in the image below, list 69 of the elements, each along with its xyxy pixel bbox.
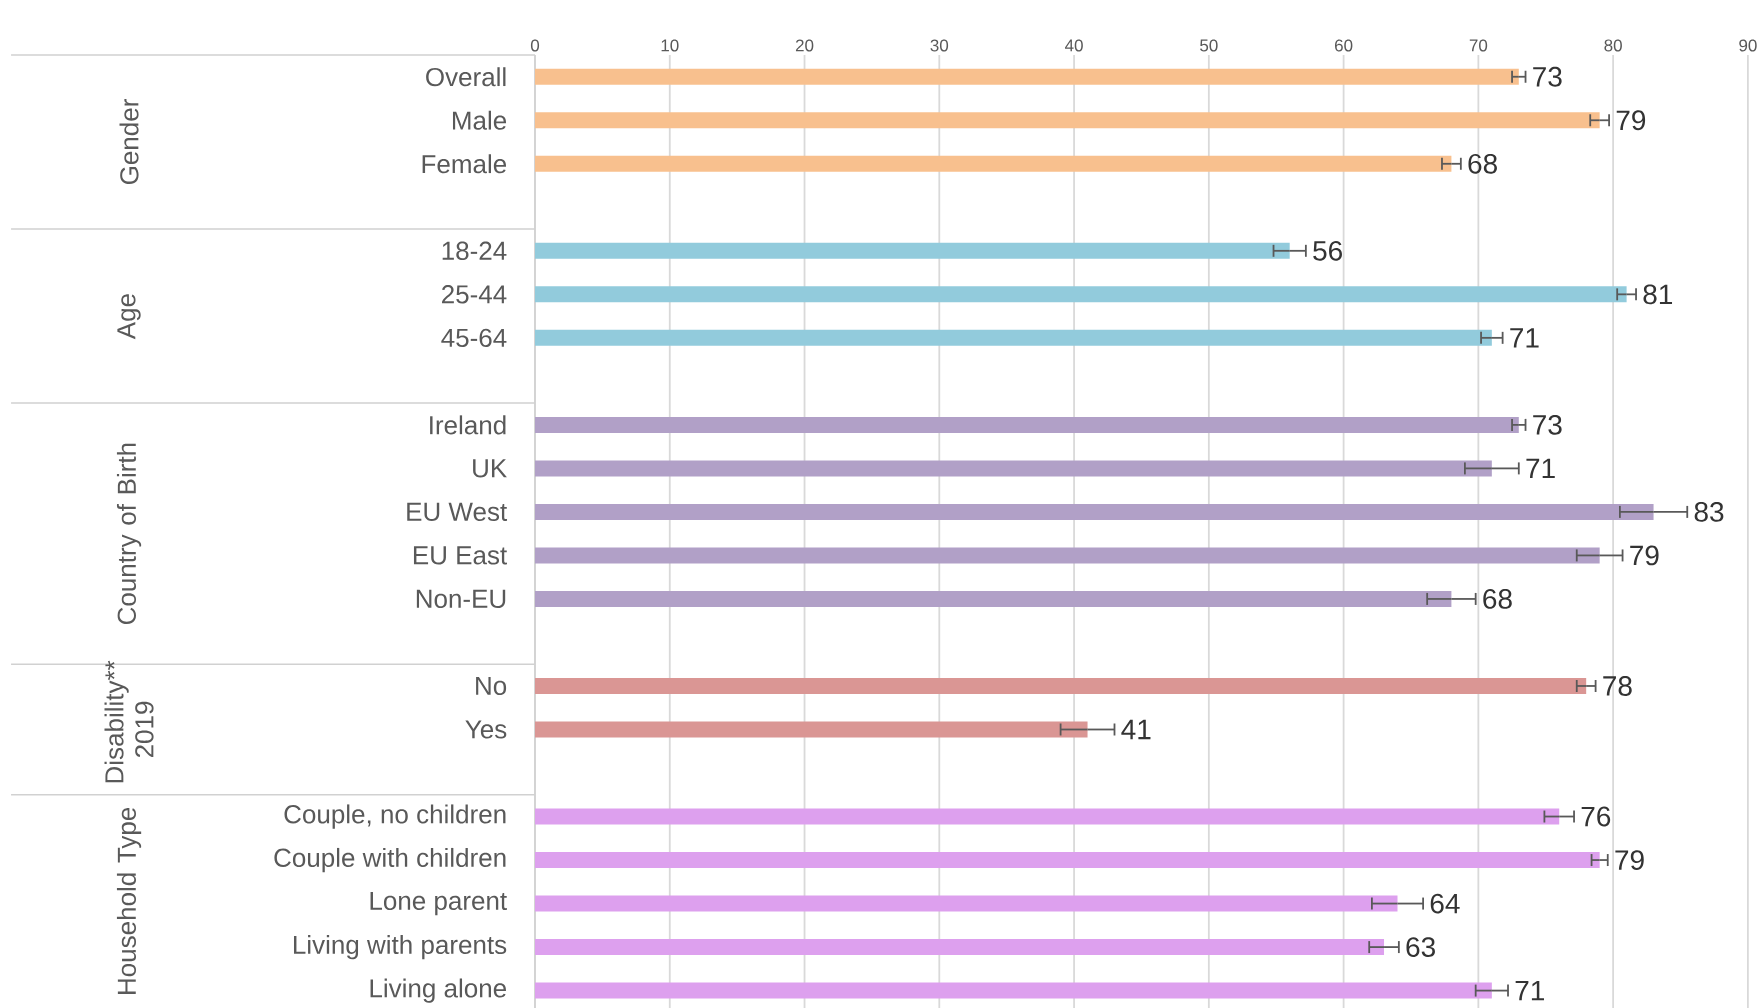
data-label: 71 [1515,980,1544,1001]
data-label: 79 [1615,850,1644,870]
bar [535,68,1519,85]
y-tick-label: Living with parents [294,934,507,960]
y-tick-label: Couple, no children [284,804,506,829]
bar [535,112,1600,129]
bar [535,808,1560,825]
x-tick-label: 40 [1065,39,1083,52]
bar [535,677,1587,694]
data-label: 56 [1313,240,1342,261]
y-tick-label: No [476,676,507,696]
y-tick-label: Living alone [370,978,506,1003]
y-tick-label: EU West [407,502,508,521]
y-tick-label: Male [452,110,507,130]
x-tick-label: 90 [1739,39,1757,52]
bar [535,590,1452,607]
bar [535,242,1290,259]
bar [535,852,1600,869]
x-tick-label: 70 [1469,39,1488,52]
x-tick-label: 80 [1604,39,1622,52]
y-tick-label: 45-64 [441,328,507,348]
bar [535,982,1492,999]
text: Country of Birth [116,443,142,625]
y-tick-label: Lone parent [370,891,507,916]
bar [535,460,1492,477]
text: Household Type [116,807,142,994]
x-tick-label: 60 [1335,39,1353,52]
y-tick-label: Ireland [430,415,506,435]
data-label: 73 [1533,414,1562,435]
data-label: 73 [1533,66,1562,87]
y-tick-label: Female [422,154,507,174]
x-tick-label: 50 [1200,39,1218,52]
data-label: 81 [1643,284,1673,305]
data-label: 71 [1510,328,1539,348]
text: Disability** 2019 [104,660,154,783]
data-label: 64 [1430,893,1460,914]
data-label: 79 [1616,110,1646,131]
data-label: 71 [1526,458,1555,479]
y-tick-label: UK [473,459,507,478]
y-tick-label: 25-44 [442,285,507,304]
y-tick-label: Non-EU [416,589,506,609]
y-tick-label: EU East [413,546,507,565]
x-tick-label: 10 [661,39,679,52]
bar [535,155,1452,172]
text: Gender [119,99,139,185]
bar [535,939,1385,956]
x-tick-label: 0 [530,39,540,52]
bar [535,721,1088,738]
bar [535,416,1519,433]
text: Age [117,294,141,340]
y-tick-label: Yes [465,720,507,739]
bar [535,286,1627,303]
data-label: 63 [1406,937,1435,957]
data-label: 41 [1121,719,1151,740]
bar [535,503,1654,520]
data-label: 68 [1483,589,1512,609]
data-label: 79 [1630,545,1659,566]
bar [535,329,1492,346]
data-label: 78 [1603,676,1632,696]
bar [535,895,1398,912]
y-tick-label: Overall [426,67,506,87]
bar [535,547,1600,564]
data-label: 68 [1468,153,1497,174]
data-label: 83 [1694,502,1724,522]
x-tick-label: 30 [930,39,949,52]
x-tick-label: 20 [795,39,814,52]
y-tick-label: 18-24 [442,241,507,261]
data-label: 76 [1581,806,1611,827]
y-tick-label: Couple with children [274,847,506,873]
